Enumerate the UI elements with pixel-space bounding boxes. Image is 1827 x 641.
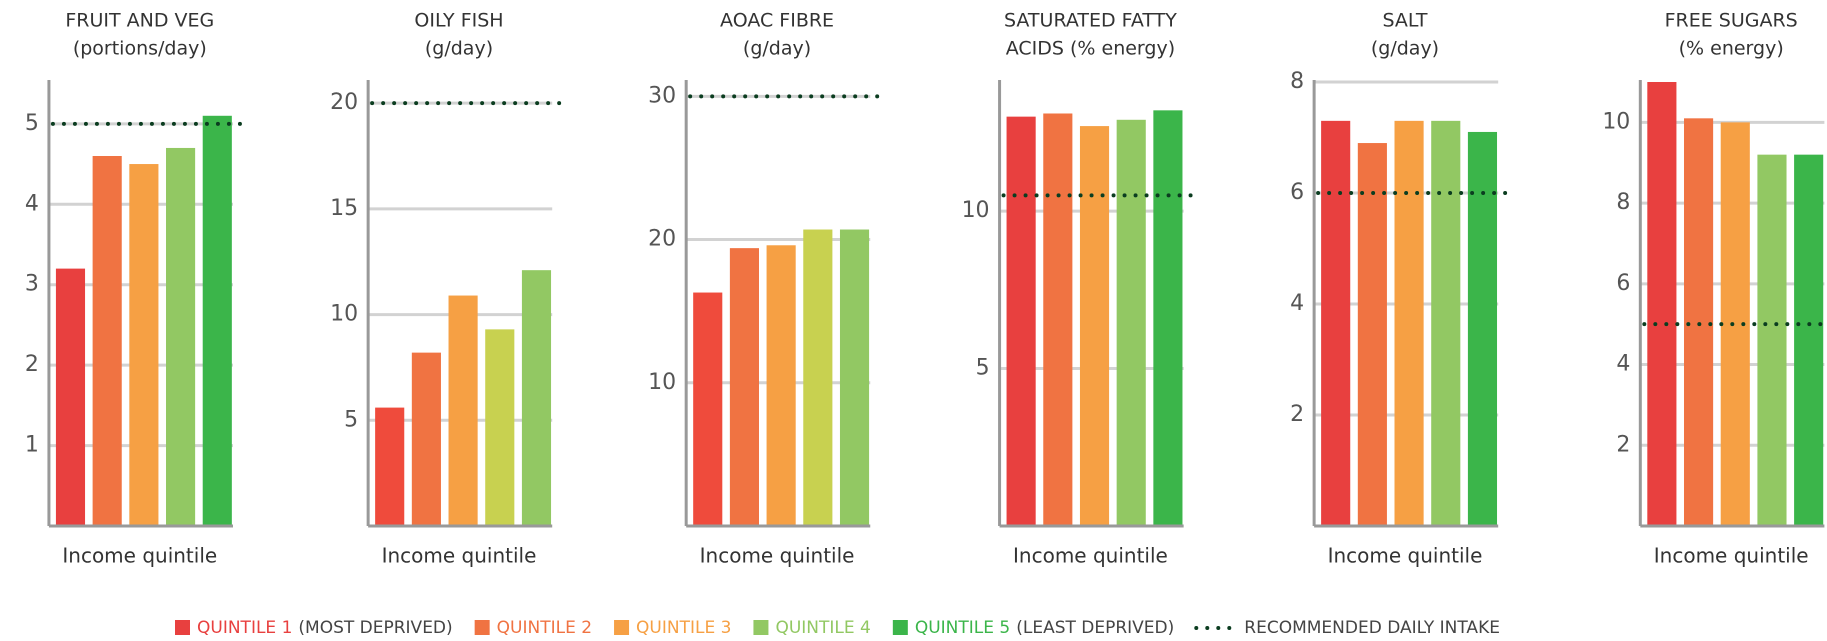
panel-title: SALT: [1382, 10, 1427, 32]
legend-swatch: [175, 620, 190, 635]
legend-label: QUINTILE 4: [775, 618, 870, 638]
legend-swatch: [614, 620, 630, 635]
y-tick-label: 10: [962, 198, 990, 223]
bar: [1431, 120, 1461, 526]
y-tick-label: 3: [25, 272, 39, 297]
legend-label: RECOMMENDED DAILY INTAKE: [1244, 618, 1500, 638]
legend-note: (MOST DEPRIVED): [298, 618, 452, 638]
y-tick-label: 10: [330, 302, 358, 327]
y-tick-label: 8: [1290, 69, 1304, 94]
panel-title: (portions/day): [73, 38, 207, 60]
y-tick-label: 20: [648, 227, 676, 252]
legend-label: QUINTILE 2: [497, 618, 592, 638]
bar: [1794, 154, 1824, 526]
bar: [1006, 116, 1036, 526]
panel-title: (% energy): [1679, 38, 1784, 60]
legend-swatch: [474, 620, 490, 635]
bar: [1467, 131, 1498, 526]
y-tick-label: 6: [1616, 271, 1630, 296]
y-tick-label: 5: [25, 111, 39, 136]
bar: [55, 268, 86, 526]
bar: [1116, 119, 1146, 526]
bar: [411, 352, 441, 526]
y-tick-label: 5: [976, 356, 990, 381]
panel-title: (g/day): [425, 38, 493, 60]
panel-title: OILY FISH: [414, 10, 503, 32]
x-axis-label: Income quintile: [700, 544, 855, 568]
y-tick-label: 10: [1602, 109, 1630, 134]
bar: [521, 270, 552, 526]
bar: [1357, 143, 1387, 527]
panel-title: FREE SUGARS: [1665, 10, 1798, 32]
bar: [729, 248, 759, 526]
bar: [1684, 118, 1714, 526]
y-tick-label: 2: [1290, 402, 1304, 427]
bar: [766, 245, 796, 527]
y-tick-label: 4: [25, 191, 39, 216]
bar: [1647, 82, 1677, 526]
bar: [166, 147, 196, 526]
y-tick-label: 8: [1616, 190, 1630, 215]
panel-title: AOAC FIBRE: [720, 10, 834, 32]
panel-title: SATURATED FATTY: [1004, 10, 1177, 32]
legend-swatch: [892, 620, 908, 635]
bar: [1394, 120, 1424, 526]
x-axis-label: Income quintile: [1328, 544, 1483, 568]
y-tick-label: 1: [25, 433, 39, 458]
bar: [803, 229, 833, 526]
bar: [1720, 122, 1750, 526]
x-axis-label: Income quintile: [382, 544, 537, 568]
bar: [129, 164, 159, 527]
bar: [202, 115, 232, 527]
x-axis-label: Income quintile: [1013, 544, 1168, 568]
y-tick-label: 4: [1290, 291, 1304, 316]
bar: [1321, 120, 1351, 526]
panel-title: ACIDS (% energy): [1006, 38, 1175, 60]
y-tick-label: 6: [1290, 180, 1304, 205]
legend-swatch: [753, 620, 769, 635]
bar: [92, 156, 122, 526]
legend-label: QUINTILE 1: [197, 618, 292, 638]
bar: [1043, 113, 1073, 526]
bar: [839, 229, 870, 526]
x-axis-label: Income quintile: [1654, 544, 1809, 568]
bar: [448, 295, 478, 526]
y-tick-label: 4: [1616, 352, 1630, 377]
panel-title: FRUIT AND VEG: [65, 10, 214, 32]
y-tick-label: 2: [25, 352, 39, 377]
bar: [375, 407, 405, 526]
panel-title: (g/day): [743, 38, 811, 60]
panel-title: (g/day): [1371, 38, 1439, 60]
legend-note: (LEAST DEPRIVED): [1016, 618, 1174, 638]
x-axis-label: Income quintile: [62, 544, 217, 568]
bar: [485, 329, 515, 526]
legend-label: QUINTILE 3: [636, 618, 731, 638]
bar: [1153, 110, 1183, 526]
bar: [693, 292, 723, 526]
y-tick-label: 10: [648, 370, 676, 395]
bar: [1757, 154, 1787, 526]
y-tick-label: 5: [344, 407, 358, 432]
y-tick-label: 2: [1616, 432, 1630, 457]
legend-label: QUINTILE 5: [915, 618, 1010, 638]
y-tick-label: 30: [648, 83, 676, 108]
y-tick-label: 15: [330, 196, 358, 221]
y-tick-label: 20: [330, 90, 358, 115]
bar: [1079, 126, 1110, 526]
